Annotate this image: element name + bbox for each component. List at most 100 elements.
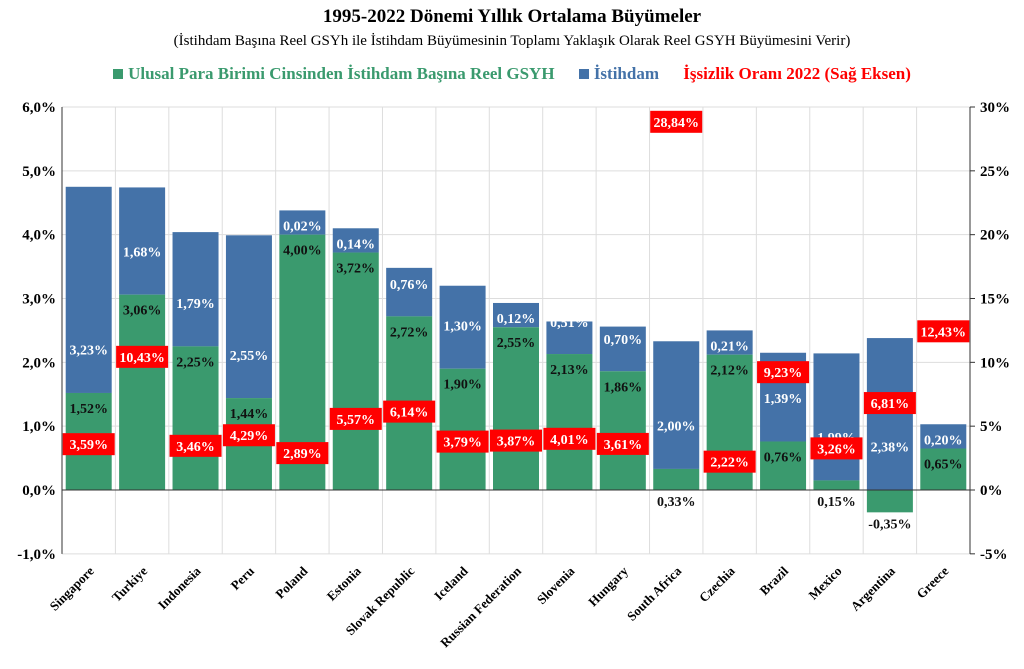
data-label-gdp: 1,44% [230, 407, 269, 422]
data-label-unemployment: 3,26% [817, 442, 856, 457]
left-tick-label: 5,0% [22, 164, 56, 180]
category-label: Greece [913, 563, 951, 601]
category-label: Iceland [431, 563, 471, 603]
category-label: Brazil [757, 563, 792, 598]
legend-item-employment: İstihdam [578, 64, 659, 83]
data-label-gdp: 0,65% [924, 458, 963, 473]
bar-employment [920, 424, 967, 449]
data-label-gdp: -0,35% [868, 517, 911, 532]
data-label-unemployment: 3,59% [69, 438, 108, 453]
unemployment-marker [116, 345, 169, 368]
bar-employment [653, 341, 700, 469]
left-tick-label: 6,0% [22, 100, 56, 116]
data-label-unemployment: 4,01% [550, 433, 589, 448]
data-label-unemployment: 6,81% [871, 397, 910, 412]
category-label: Slovenia [534, 563, 578, 607]
unemployment-marker [543, 427, 596, 450]
bar-employment [279, 210, 326, 235]
data-label-employment: 0,12% [497, 312, 536, 327]
data-label-employment: 2,55% [230, 349, 269, 364]
data-label-employment: 0,14% [337, 237, 376, 252]
unemployment-marker [917, 320, 970, 343]
data-label-gdp: 0,76% [764, 450, 803, 465]
bar-gdp-per-employee [920, 448, 967, 490]
legend-label: Ulusal Para Birimi Cinsinden İstihdam Ba… [128, 64, 555, 83]
data-label-employment: 1,68% [123, 245, 162, 260]
bar-gdp-per-employee [546, 354, 593, 490]
category-label: Mexico [805, 563, 844, 602]
bar-gdp-per-employee [332, 252, 379, 490]
bar-gdp-per-employee [172, 346, 219, 490]
bar-employment [706, 330, 753, 355]
right-tick-label: 30% [980, 100, 1010, 116]
bar-gdp-per-employee [439, 368, 486, 490]
data-label-unemployment: 9,23% [764, 366, 803, 381]
data-label-unemployment: 2,89% [283, 447, 322, 462]
data-label-gdp: 1,52% [69, 402, 108, 417]
unemployment-marker [863, 392, 916, 415]
data-label-employment: 0,21% [710, 339, 749, 354]
unemployment-marker [810, 437, 863, 460]
data-label-employment: 0,02% [283, 219, 322, 234]
bar-gdp-per-employee [866, 490, 913, 513]
bar-gdp-per-employee [813, 480, 860, 490]
bar-employment [813, 353, 860, 481]
category-label: Singapore [47, 563, 97, 613]
data-label-unemployment: 3,46% [176, 440, 215, 455]
right-tick-label: 25% [980, 164, 1010, 180]
data-label-gdp: 0,15% [817, 495, 856, 510]
data-label-gdp: 4,00% [283, 244, 322, 259]
right-tick-label: 20% [980, 228, 1010, 244]
data-label-employment: 0,76% [390, 278, 429, 293]
bar-employment [225, 235, 272, 399]
data-label-gdp: 0,33% [657, 495, 696, 510]
unemployment-marker [703, 450, 756, 473]
legend: Ulusal Para Birimi Cinsinden İstihdam Ba… [0, 64, 1024, 84]
data-label-unemployment: 6,14% [390, 406, 429, 421]
data-label-gdp: 2,72% [390, 325, 429, 340]
data-label-unemployment: 12,43% [921, 325, 967, 340]
unemployment-marker [62, 433, 115, 456]
bar-gdp-per-employee [599, 371, 646, 490]
data-label-unemployment: 10,43% [119, 351, 165, 366]
left-tick-label: 0,0% [22, 483, 56, 499]
category-label: South Africa [624, 563, 685, 624]
unemployment-marker [490, 429, 542, 452]
legend-label: İşsizlik Oranı 2022 (Sağ Eksen) [683, 64, 911, 83]
bar-employment [386, 267, 433, 317]
left-tick-label: 2,0% [22, 355, 56, 371]
bar-gdp-per-employee [119, 294, 166, 490]
chart-title: 1995-2022 Dönemi Yıllık Ortalama Büyümel… [322, 6, 702, 27]
right-tick-label: 5% [980, 419, 1003, 435]
data-label-employment: 2,00% [657, 420, 696, 435]
right-tick-label: 15% [980, 292, 1010, 308]
bar-employment [439, 285, 486, 369]
bar-employment [332, 228, 379, 253]
data-label-gdp: 1,90% [443, 378, 482, 393]
right-tick-label: -5% [980, 547, 1008, 563]
bar-employment [119, 187, 166, 295]
category-label: Czechia [696, 563, 738, 605]
data-label-gdp: 1,86% [604, 380, 643, 395]
data-label-employment: 1,39% [764, 392, 803, 407]
data-label-unemployment: 5,57% [337, 413, 376, 428]
left-tick-label: -1,0% [17, 547, 56, 563]
data-label-gdp: 3,06% [123, 304, 162, 319]
chart-subtitle: (İstihdam Başına Reel GSYh ile İstihdam … [173, 33, 851, 49]
data-label-unemployment: 3,79% [443, 436, 482, 451]
left-tick-label: 4,0% [22, 228, 56, 244]
data-label-unemployment: 4,29% [230, 429, 269, 444]
data-label-gdp: 2,13% [550, 363, 589, 378]
legend-item-unemployment: İşsizlik Oranı 2022 (Sağ Eksen) [683, 64, 911, 83]
unemployment-marker [596, 432, 649, 455]
data-label-unemployment: 2,22% [710, 456, 749, 471]
category-label: Poland [272, 563, 311, 602]
category-label: Indonesia [155, 563, 204, 612]
category-label: Turkiye [109, 563, 151, 605]
category-label: Argentina [848, 563, 899, 614]
legend-item-gdp: Ulusal Para Birimi Cinsinden İstihdam Ba… [113, 64, 555, 83]
data-label-gdp: 2,25% [176, 355, 215, 370]
data-label-unemployment: 28,84% [653, 116, 699, 131]
category-label: Hungary [585, 563, 631, 609]
